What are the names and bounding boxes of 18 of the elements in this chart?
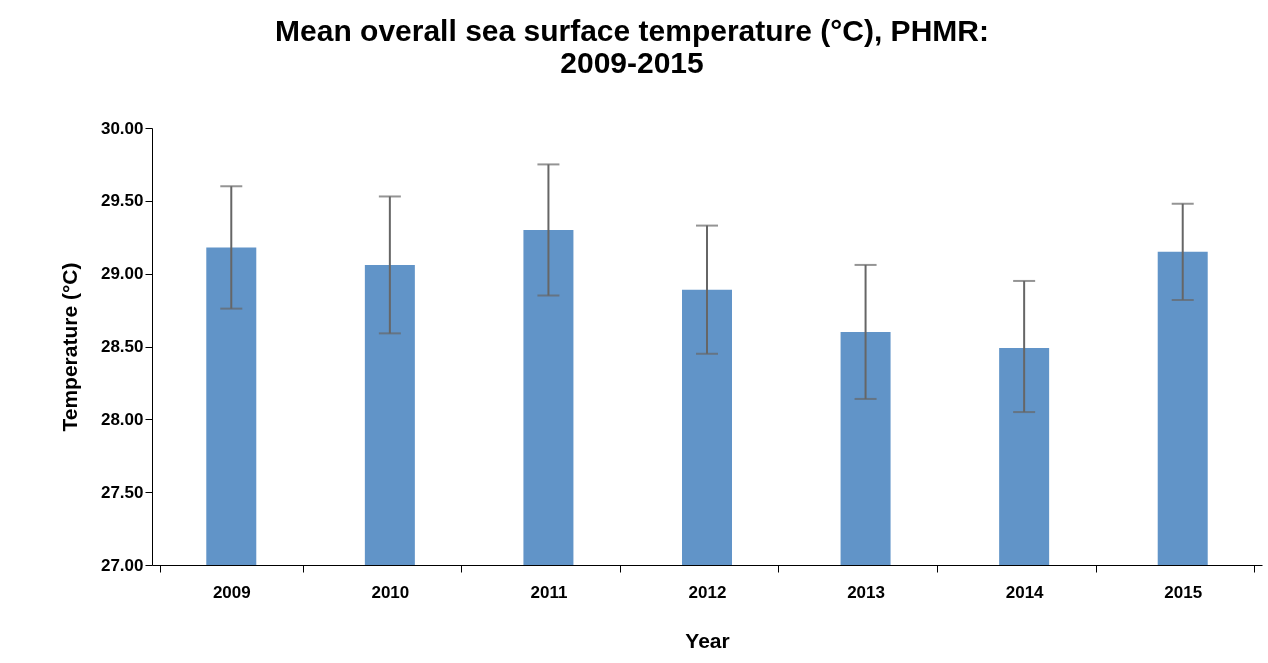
x-tick-label: 2013 [847, 582, 885, 602]
y-tick-label: 28.50 [100, 337, 144, 356]
x-tick-label: 2011 [530, 582, 568, 602]
y-tick-label: 27.50 [100, 482, 144, 502]
x-tick-label: 2012 [688, 582, 727, 602]
y-tick-label: 29.50 [100, 191, 144, 211]
text: 2009-2015 [560, 46, 704, 79]
y-tick-label: 28.00 [100, 409, 144, 429]
y-tick-label: 27.00 [100, 555, 144, 575]
y-tick-label: 30.00 [100, 118, 144, 138]
y-tick-label: 29.00 [100, 264, 144, 284]
text: Mean overall sea surface temperature (°C), PHMR: [275, 14, 989, 47]
x-tick-label: 2015 [1164, 582, 1203, 602]
x-tick-label: 2014 [1005, 582, 1045, 602]
x-axis-title: Year [685, 628, 730, 652]
x-tick-label: 2009 [212, 582, 251, 602]
y-axis-title: Temperature (°C) [57, 262, 81, 432]
x-tick-label: 2010 [371, 582, 410, 602]
